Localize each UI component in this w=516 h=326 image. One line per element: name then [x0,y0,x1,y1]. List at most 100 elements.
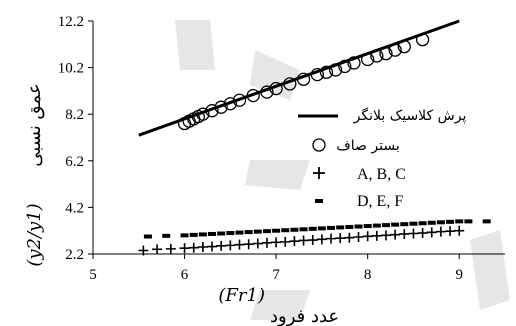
data-point-plus [152,244,163,255]
data-point-plus [298,235,309,246]
svg-text:عمق نسبی: عمق نسبی [24,83,45,166]
data-point-dash [464,219,473,224]
data-point-dash [226,231,235,236]
data-point-circle [214,100,228,114]
data-point-circle [232,93,247,107]
legend: پرش کلاسیک بلانگر بستر صاف A, B, C D, E,… [298,107,466,210]
y-tick-label: 8.2 [65,107,84,123]
data-point-plus [280,236,291,247]
data-point-dash [290,227,299,232]
data-point-circle [205,104,219,118]
data-point-circle [338,59,352,74]
legend-dash-symbol [315,199,323,203]
data-point-plus [454,225,465,236]
data-point-dash [381,223,390,228]
data-point-plus [380,230,391,241]
data-point-dash [281,228,290,233]
data-point-plus [307,235,318,246]
y-tick-label: 6.2 [65,154,84,170]
data-point-circle [415,32,430,47]
svg-text:(y2/y1): (y2/y1) [24,203,45,266]
data-point-dash [198,232,207,237]
x-tick-label: 6 [181,267,189,283]
y-tick-label: 2.2 [65,247,84,263]
legend-circle-symbol [312,138,326,152]
data-point-dash [427,220,436,225]
data-point-circle [397,39,411,54]
y-ticks: 2.2 4.2 6.2 8.2 10.2 12.2 [58,14,93,263]
data-point-dash [217,231,226,236]
legend-label-line: پرش کلاسیک بلانگر [353,107,467,124]
data-point-dash [446,219,455,224]
data-point-dash [317,226,326,231]
data-point-dash [436,220,445,225]
data-point-dash [299,227,308,232]
data-point-dash [308,226,317,231]
data-point-dash [455,219,464,224]
data-point-plus [188,242,199,253]
y-tick-label: 10.2 [58,61,84,77]
data-point-circle [328,63,343,77]
data-point-dash [354,224,363,229]
data-point-plus [252,238,263,249]
data-point-plus [362,231,373,242]
x-tick-label: 9 [455,267,463,283]
data-point-circle [370,49,384,63]
data-point-plus [435,226,446,237]
data-point-plus [179,243,190,254]
y-tick-label: 4.2 [65,200,84,216]
data-point-dash [244,230,253,235]
data-point-dash [208,231,217,236]
data-point-dash [189,232,198,237]
y-axis-title: (y2/y1) عمق نسبی [24,83,45,266]
data-point-dash [400,222,409,227]
data-point-plus [445,226,456,237]
data-point-dash [235,230,244,235]
data-point-plus [234,239,245,250]
y-axis-title-text: عمق نسبی [24,83,45,166]
data-point-circle [319,65,334,79]
legend-label-circle: بستر صاف [336,138,399,154]
data-point-plus [344,232,355,243]
legend-label-plus: A, B, C [357,166,406,183]
data-point-plus [417,228,428,239]
data-point-plus [261,237,272,248]
data-point-dash [336,225,345,230]
data-point-dash [372,223,381,228]
data-point-plus [326,233,337,244]
data-point-plus [216,240,227,251]
data-point-plus [207,241,218,252]
data-point-plus [335,233,346,244]
x-axis-title-text: عدد فرود [270,306,339,326]
data-point-circle [361,52,375,67]
data-point-dash [482,219,491,224]
data-point-dash [272,228,281,233]
data-point-plus [371,230,382,241]
data-point-circle [347,56,361,70]
y-axis-title-math: (y2/y1) [24,203,45,266]
data-point-plus [353,231,364,242]
data-point-dash [418,221,427,226]
data-point-circle [388,43,402,57]
data-point-circle [310,67,324,82]
x-ticks: 5 6 7 8 9 [89,254,463,283]
legend-plus-symbol [313,167,325,179]
data-point-dash [180,233,189,238]
data-point-dash [409,221,418,226]
data-point-dash [262,229,271,234]
data-point-dash [391,222,400,227]
data-point-dash [143,234,152,239]
legend-label-dash: D, E, F [357,193,403,210]
x-tick-label: 5 [89,267,97,283]
data-point-plus [316,234,327,245]
x-tick-label: 8 [364,267,372,283]
x-axis-title-math: (Fr1) [218,285,265,306]
data-point-plus [225,240,236,251]
data-point-circle [246,88,260,103]
data-point-plus [138,245,149,256]
data-point-plus [289,236,300,247]
data-point-plus [243,239,254,250]
data-point-circle [269,81,283,96]
data-point-plus [426,227,437,238]
